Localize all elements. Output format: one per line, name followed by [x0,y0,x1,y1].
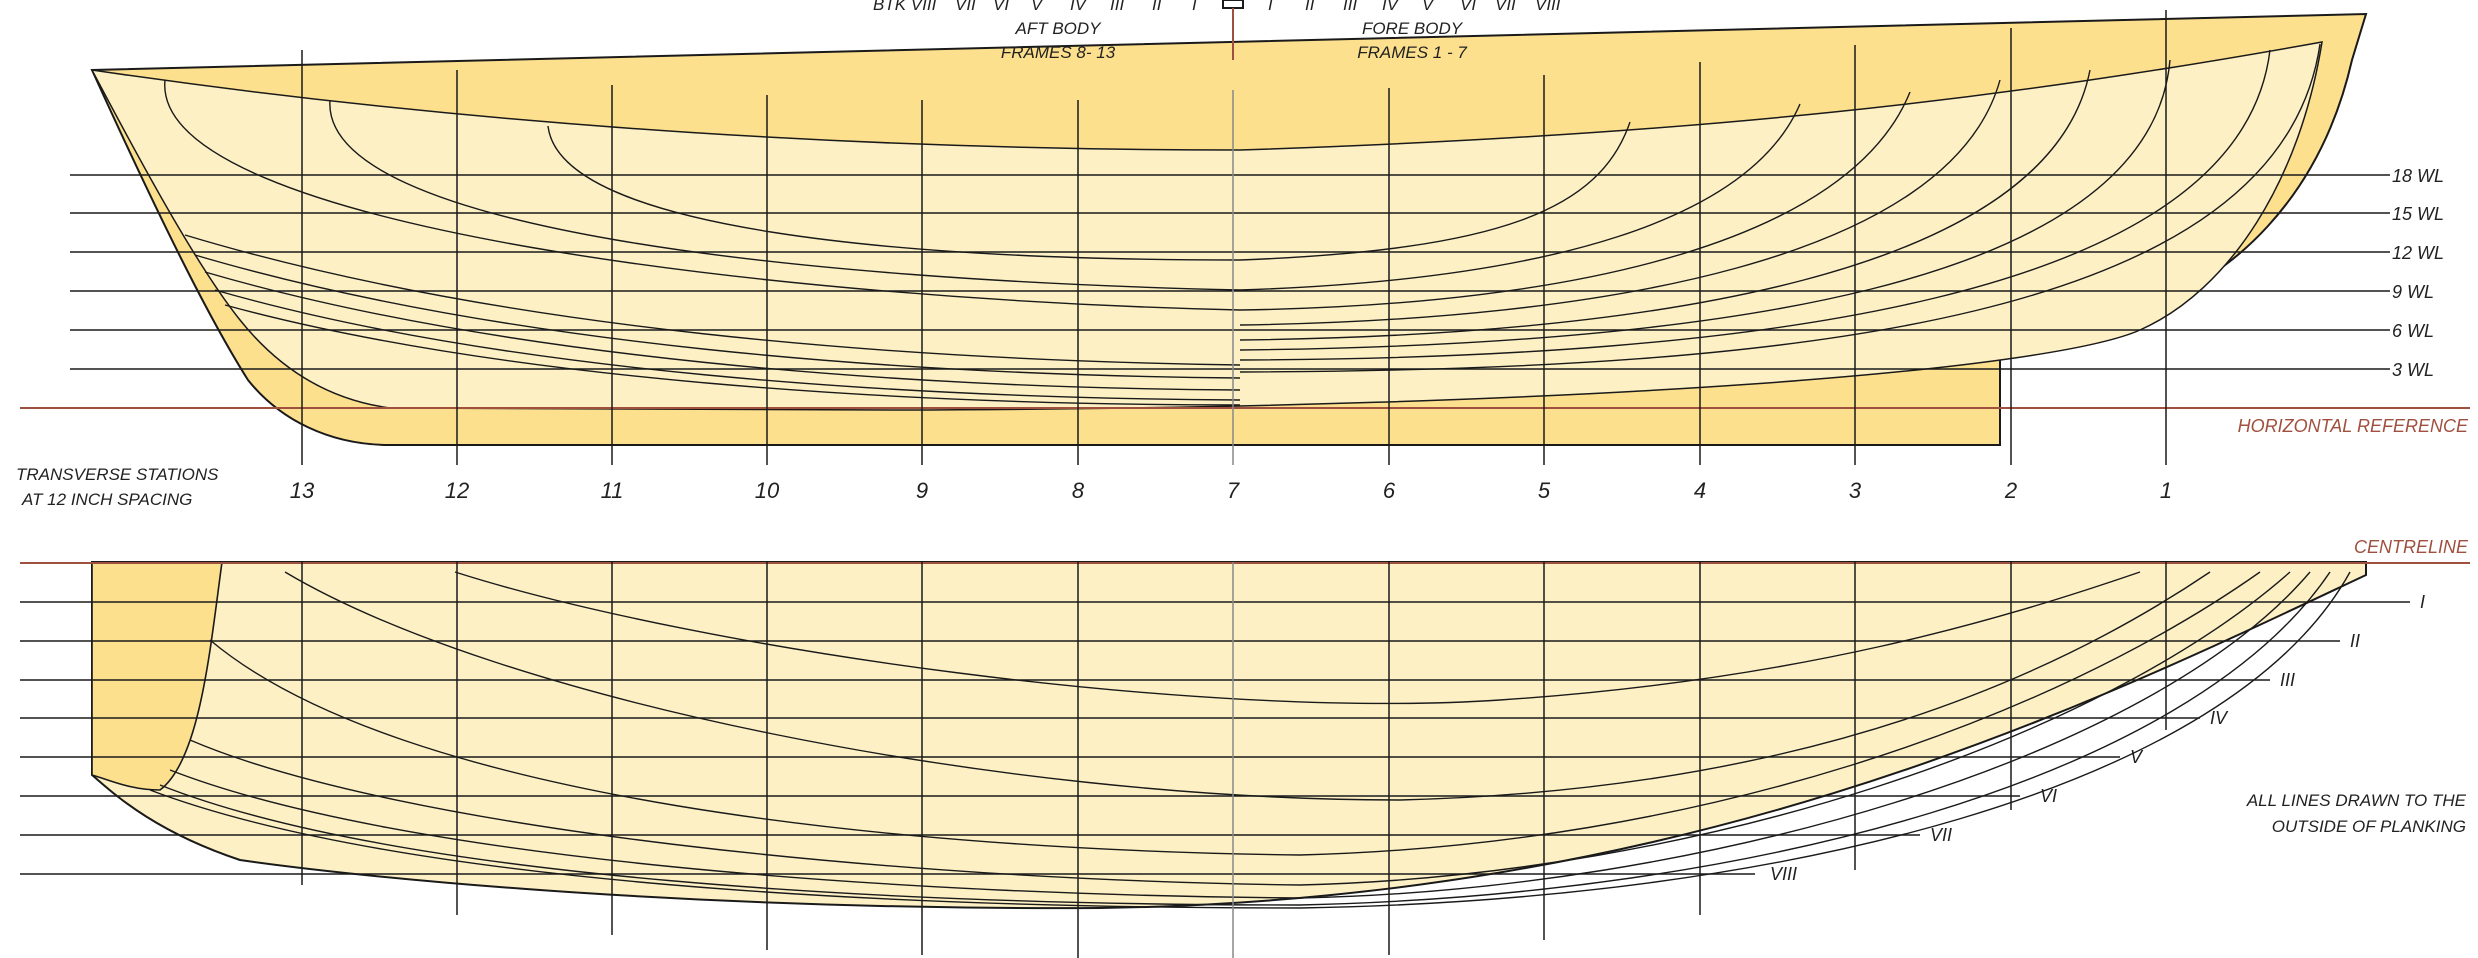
drawing-note-line1: ALL LINES DRAWN TO THE [2246,791,2467,810]
plan-curves [149,571,2351,909]
station-number: 10 [755,478,780,503]
header-aft-numeral: III [1110,0,1124,14]
station-number: 11 [601,478,624,503]
header-fore-numeral: I [1268,0,1273,14]
station-number: 4 [1694,478,1706,503]
buttock-label: VIII [1770,864,1797,884]
header-aft-numeral: II [1152,0,1162,14]
station-number: 6 [1383,478,1396,503]
buttock-label: I [2420,592,2425,612]
drawing-note-line2: OUTSIDE OF PLANKING [2272,817,2466,836]
header-fore-numeral: VII [1495,0,1516,14]
station-number: 2 [2004,478,2017,503]
header-aft-numeral: IV [1070,0,1088,14]
station-number: 9 [916,478,928,503]
station-number: 5 [1538,478,1551,503]
plan-transom-block [91,561,223,791]
buttock-label: VI [2040,786,2057,806]
centreline-label: CENTRELINE [2354,537,2469,557]
header-aft-numeral: VII [955,0,976,14]
waterline-label: 18 WL [2392,166,2444,186]
header-aft-numeral: V [1031,0,1044,14]
waterline-label: 6 WL [2392,321,2434,341]
waterline-label: 12 WL [2392,243,2444,263]
header-aft-numeral: VI [993,0,1009,14]
buttock-label: VII [1930,825,1952,845]
plan-view [20,561,2470,910]
buttock-label: III [2280,670,2295,690]
station-number: 12 [445,478,469,503]
header-fore-numeral: IV [1382,0,1400,14]
station-number: 1 [2160,478,2172,503]
header-fore-numeral: II [1305,0,1315,14]
buttock-label: II [2350,631,2360,651]
fore-body-title: FORE BODY [1362,19,1464,38]
header-aft-numeral: I [1192,0,1197,14]
waterline-label: 9 WL [2392,282,2434,302]
profile-inner-body [90,41,2323,411]
header-fore-numeral: VI [1460,0,1476,14]
header-fore-numeral: VIII [1535,0,1561,14]
horizontal-reference-label: HORIZONTAL REFERENCE [2238,416,2469,436]
header-fore-numeral: V [1422,0,1435,14]
transverse-stations-title: TRANSVERSE STATIONS [16,465,219,484]
header-fore-numeral: III [1343,0,1357,14]
aft-body-title: AFT BODY [1014,19,1102,38]
waterline-label: 15 WL [2392,204,2444,224]
station-number: 13 [290,478,315,503]
buttock-label: IV [2210,708,2229,728]
station-number: 8 [1072,478,1085,503]
buttock-label: V [2130,747,2144,767]
midship-marker [1222,0,1244,60]
transverse-stations-spacing: AT 12 INCH SPACING [21,490,192,509]
station-number: 7 [1227,478,1240,503]
plan-outer-hull [91,561,2367,910]
profile-view [20,12,2470,446]
station-lines [301,10,2167,958]
aft-body-frames: FRAMES 8- 13 [1001,43,1116,62]
waterline-label: 3 WL [2392,360,2434,380]
station-number: 3 [1849,478,1862,503]
header-buttocks-prefix: BTK VIII [873,0,937,14]
fore-body-frames: FRAMES 1 - 7 [1357,43,1467,62]
